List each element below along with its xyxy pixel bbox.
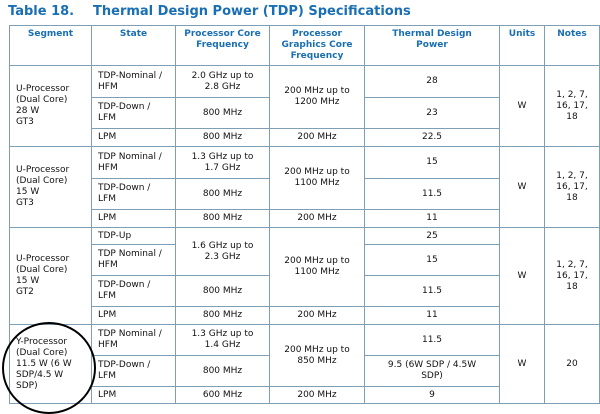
- core-frequency-cell: 600 MHz: [175, 386, 270, 404]
- notes-cell: 1, 2, 7, 16, 17, 18: [544, 146, 600, 228]
- table-row: TDP-Down / LFM 800 MHz 9.5 (6W SDP / 4.5…: [10, 355, 600, 387]
- core-frequency-cell: 800 MHz: [175, 306, 270, 325]
- tdp-cell: 11.5: [364, 275, 500, 307]
- segment-cell: U-Processor (Dual Core) 15 W GT3: [9, 146, 92, 228]
- table-row: U-Processor (Dual Core) 15 W GT3 TDP Nom…: [9, 146, 600, 228]
- tdp-cell: 22.5: [364, 128, 500, 147]
- state-cell: TDP Nominal / HFM: [91, 324, 176, 356]
- table-row: TDP-Down / LFM 800 MHz 23: [10, 97, 600, 129]
- state-cell: TDP-Down / LFM: [91, 97, 176, 129]
- segment-cell: Y-Processor (Dual Core) 11.5 W (6 W SDP/…: [9, 324, 92, 404]
- graphics-frequency-cell: 200 MHz: [269, 209, 365, 228]
- notes-cell: 1, 2, 7, 16, 17, 18: [544, 227, 600, 325]
- state-cell: TDP-Nominal / HFM: [91, 65, 176, 98]
- table-row: TDP Nominal / HFM 15: [10, 244, 600, 276]
- table-title: Table 18. Thermal Design Power (TDP) Spe…: [8, 4, 598, 22]
- header-row: Segment State Processor Core Frequency P…: [9, 25, 600, 66]
- state-cell: TDP Nominal / HFM: [91, 244, 176, 276]
- state-cell: TDP Nominal / HFM: [91, 146, 176, 179]
- state-cell: LPM: [91, 386, 176, 404]
- col-header-graphics-frequency: Processor Graphics Core Frequency: [269, 25, 365, 66]
- core-frequency-cell: 1.3 GHz up to 1.7 GHz: [175, 146, 270, 179]
- tdp-cell: 15: [364, 146, 500, 179]
- col-header-tdp: Thermal Design Power: [364, 25, 500, 66]
- table-heading: Thermal Design Power (TDP) Specification…: [93, 4, 411, 19]
- tdp-cell: 11.5: [364, 178, 500, 210]
- state-cell: TDP-Down / LFM: [91, 355, 176, 387]
- state-cell: TDP-Up: [91, 227, 176, 245]
- notes-cell: 20: [544, 324, 600, 404]
- state-cell: TDP-Down / LFM: [91, 275, 176, 307]
- state-cell: LPM: [91, 306, 176, 325]
- tdp-cell: 11.5: [364, 324, 500, 356]
- tdp-cell: 23: [364, 97, 500, 129]
- col-header-units: Units: [499, 25, 545, 66]
- notes-cell: 1, 2, 7, 16, 17, 18: [544, 65, 600, 147]
- core-frequency-cell: 800 MHz: [175, 275, 270, 307]
- graphics-frequency-cell: 200 MHz up to 1100 MHz: [269, 227, 365, 307]
- col-header-core-frequency: Processor Core Frequency: [175, 25, 270, 66]
- state-cell: LPM: [91, 128, 176, 147]
- graphics-frequency-cell: 200 MHz up to 850 MHz: [269, 324, 365, 387]
- core-frequency-cell: 800 MHz: [175, 97, 270, 129]
- graphics-frequency-cell: 200 MHz: [269, 386, 365, 404]
- units-cell: W: [499, 324, 545, 404]
- graphics-frequency-cell: 200 MHz: [269, 306, 365, 325]
- state-cell: TDP-Down / LFM: [91, 178, 176, 210]
- core-frequency-cell: 800 MHz: [175, 355, 270, 387]
- tdp-cell: 9: [364, 386, 500, 404]
- units-cell: W: [499, 227, 545, 325]
- segment-cell: U-Processor (Dual Core) 15 W GT2: [9, 227, 92, 325]
- tdp-cell: 28: [364, 65, 500, 98]
- core-frequency-cell: 800 MHz: [175, 178, 270, 210]
- table-row: Y-Processor (Dual Core) 11.5 W (6 W SDP/…: [9, 324, 600, 404]
- table-row: U-Processor (Dual Core) 15 W GT2 TDP-Up …: [9, 227, 600, 325]
- table-row: LPM 800 MHz 200 MHz 22.5: [10, 128, 600, 147]
- col-header-state: State: [91, 25, 176, 66]
- units-cell: W: [499, 65, 545, 147]
- units-cell: W: [499, 146, 545, 228]
- tdp-cell: 9.5 (6W SDP / 4.5W SDP): [364, 355, 500, 387]
- tdp-cell: 25: [364, 227, 500, 245]
- graphics-frequency-cell: 200 MHz: [269, 128, 365, 147]
- table-number: Table 18.: [8, 4, 75, 19]
- segment-cell: U-Processor (Dual Core) 28 W GT3: [9, 65, 92, 147]
- table-row: LPM 600 MHz 200 MHz 9: [10, 386, 600, 404]
- tdp-cell: 11: [364, 306, 500, 325]
- core-frequency-cell: 2.0 GHz up to 2.8 GHz: [175, 65, 270, 98]
- tdp-spec-table: Segment State Processor Core Frequency P…: [9, 25, 600, 404]
- core-frequency-cell: 800 MHz: [175, 209, 270, 228]
- col-header-segment: Segment: [9, 25, 92, 66]
- core-frequency-cell: 1.6 GHz up to 2.3 GHz: [175, 227, 270, 276]
- tdp-cell: 11: [364, 209, 500, 228]
- state-cell: LPM: [91, 209, 176, 228]
- graphics-frequency-cell: 200 MHz up to 1200 MHz: [269, 65, 365, 129]
- col-header-notes: Notes: [544, 25, 600, 66]
- tdp-cell: 15: [364, 244, 500, 276]
- table-row: U-Processor (Dual Core) 28 W GT3 TDP-Nom…: [9, 65, 600, 147]
- graphics-frequency-cell: 200 MHz up to 1100 MHz: [269, 146, 365, 210]
- core-frequency-cell: 800 MHz: [175, 128, 270, 147]
- table-row: TDP-Down / LFM 800 MHz 11.5: [10, 275, 600, 307]
- core-frequency-cell: 1.3 GHz up to 1.4 GHz: [175, 324, 270, 356]
